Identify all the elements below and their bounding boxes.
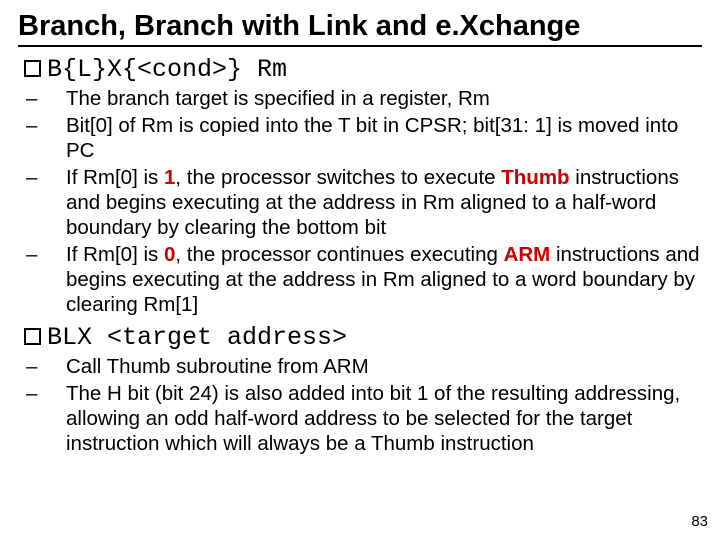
code-blx: BLX <target address> [47, 323, 347, 352]
slide-title: Branch, Branch with Link and e.Xchange [18, 10, 702, 45]
bullet-text: Bit[0] of Rm is copied into the T bit in… [66, 114, 678, 162]
bullet-l2: –The branch target is specified in a reg… [66, 86, 702, 111]
bullet-l1-blx: BLX <target address> [24, 323, 702, 352]
bullet-l2: –If Rm[0] is 0, the processor continues … [66, 242, 702, 317]
code-bx: B{L}X{<cond>} Rm [47, 55, 287, 84]
highlight-arm: ARM [504, 243, 551, 266]
bullet-l2: –If Rm[0] is 1, the processor switches t… [66, 165, 702, 240]
bullet-l1-bx: B{L}X{<cond>} Rm [24, 55, 702, 84]
highlight-zero: 0 [164, 243, 175, 266]
bullet-text: The branch target is specified in a regi… [66, 87, 490, 110]
page-number: 83 [691, 513, 708, 530]
highlight-thumb: Thumb [501, 166, 569, 189]
bullet-l2: –The H bit (bit 24) is also added into b… [66, 381, 702, 456]
bullet-l2: –Call Thumb subroutine from ARM [66, 354, 702, 379]
square-bullet-icon [24, 328, 41, 345]
bullet-text-b: , the processor continues executing [175, 243, 503, 266]
slide: Branch, Branch with Link and e.Xchange B… [0, 0, 720, 540]
bullet-text-b: , the processor switches to execute [175, 166, 501, 189]
square-bullet-icon [24, 60, 41, 77]
bullet-text: The H bit (bit 24) is also added into bi… [66, 382, 680, 455]
title-underline [18, 45, 702, 47]
bullet-text-a: If Rm[0] is [66, 166, 164, 189]
bullet-text-a: If Rm[0] is [66, 243, 164, 266]
highlight-one: 1 [164, 166, 175, 189]
bullet-text: Call Thumb subroutine from ARM [66, 355, 369, 378]
bullet-l2: –Bit[0] of Rm is copied into the T bit i… [66, 113, 702, 163]
